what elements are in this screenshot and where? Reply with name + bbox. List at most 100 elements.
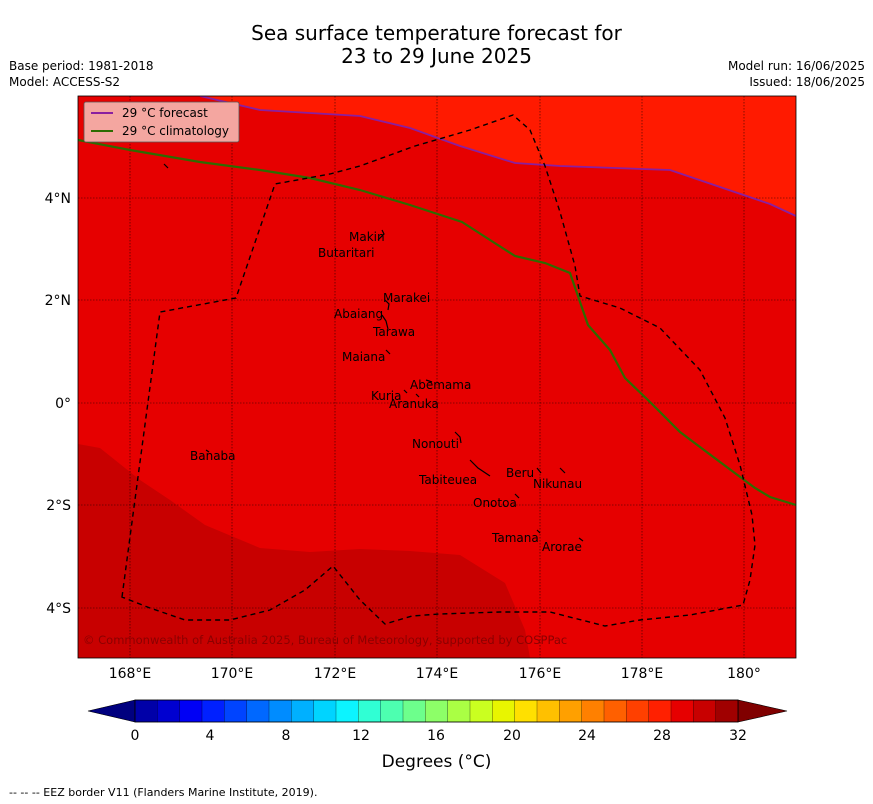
colorbar-swatch [358,699,382,723]
place-label-onotoa: Onotoa [473,496,517,510]
legend-climatology-label: 29 °C climatology [122,124,229,138]
place-labels: Makin Butaritari Marakei Abaiang Tarawa … [190,230,582,554]
colorbar-tick-24: 24 [578,728,596,744]
latitude-ticks: 4°N 2°N 0° 2°S 4°S [45,191,72,617]
colorbar-tick-32: 32 [729,728,747,744]
colorbar-tick-28: 28 [653,728,671,744]
colorbar-swatch [536,699,560,723]
colorbar-swatch [469,699,493,723]
colorbar-swatch [402,699,426,723]
sst-band-mid [78,96,796,658]
model-run: Model run: 16/06/2025 [727,59,865,73]
title-line-1: Sea surface temperature forecast for [251,21,622,45]
colorbar-low-extension [87,699,136,723]
place-label-nikunau: Nikunau [533,477,582,491]
colorbar-tick-0: 0 [131,728,140,744]
colorbar-tick-16: 16 [427,728,445,744]
map-field: Makin Butaritari Marakei Abaiang Tarawa … [78,96,796,658]
colorbar-swatch [715,699,739,723]
colorbar-swatch [447,699,471,723]
colorbar-high-extension [737,699,788,723]
longitude-ticks: 168°E 170°E 172°E 174°E 176°E 178°E 180° [109,666,761,682]
colorbar-swatch [224,699,248,723]
colorbar-swatch [425,699,449,723]
place-label-tarawa: Tarawa [372,325,415,339]
place-label-nonouti: Nonouti [412,437,459,451]
lat-tick-0: 0° [55,396,71,412]
colorbar-swatch [201,699,225,723]
colorbar-swatch [626,699,650,723]
meta-left: Base period: 1981-2018 Model: ACCESS-S2 [9,58,154,90]
colorbar-swatch [514,699,538,723]
place-label-makin: Makin [349,230,385,244]
colorbar-swatch [179,699,203,723]
place-label-beru: Beru [506,466,534,480]
lon-tick-176e: 176°E [519,666,562,682]
base-period: Base period: 1981-2018 [9,59,154,73]
colorbar-swatch [492,699,516,723]
place-label-kuria: Kuria [371,389,402,403]
climatology-29c-contour [78,138,796,507]
lat-tick-4n: 4°N [45,191,71,207]
colorbar-label: Degrees (°C) [381,752,492,772]
place-label-maiana: Maiana [342,350,385,364]
lon-tick-178e: 178°E [621,666,664,682]
map-frame [77,95,797,659]
colorbar-tick-12: 12 [352,728,370,744]
issued-date: Issued: 18/06/2025 [749,75,865,89]
colorbar-frame [134,699,739,723]
colorbar-swatch [313,699,337,723]
eez-border [121,114,756,627]
colorbar-swatch [693,699,717,723]
meta-right: Model run: 16/06/2025 Issued: 18/06/2025 [728,58,865,90]
lat-tick-4s: 4°S [46,601,71,617]
forecast-29c-contour [199,96,796,217]
colorbar-tick-8: 8 [282,728,291,744]
map-legend: 29 °C forecast 29 °C climatology [83,101,240,143]
place-label-banaba: Banaba [190,449,236,463]
lon-tick-180: 180° [727,666,761,682]
legend-forecast-label: 29 °C forecast [122,106,208,120]
lat-tick-2s: 2°S [46,498,71,514]
colorbar-swatches [134,699,739,723]
place-label-arorae: Arorae [542,540,582,554]
colorbar-swatch [380,699,404,723]
graticule [78,96,796,658]
copyright-text: © Commonwealth of Australia 2025, Bureau… [83,633,567,647]
eez-footnote: -- -- -- EEZ border V11 (Flanders Marine… [9,786,318,799]
colorbar-swatch [291,699,315,723]
colorbar-swatch [246,699,270,723]
place-label-marakei: Marakei [383,291,430,305]
colorbar-swatch [157,699,181,723]
colorbar-swatch [335,699,359,723]
lon-tick-172e: 172°E [314,666,357,682]
colorbar-swatch [581,699,605,723]
colorbar-swatch [268,699,292,723]
colorbar-swatch [670,699,694,723]
lon-tick-174e: 174°E [416,666,459,682]
colorbar-tick-20: 20 [503,728,521,744]
colorbar-swatch [648,699,672,723]
place-label-abaiang: Abaiang [334,307,383,321]
island-outlines [163,163,584,542]
colorbar-ticks: 0 4 8 12 16 20 24 28 32 [131,728,747,744]
colorbar: 0 4 8 12 16 20 24 28 32 [87,699,788,744]
lon-tick-168e: 168°E [109,666,152,682]
lat-tick-2n: 2°N [45,293,71,309]
lon-tick-170e: 170°E [211,666,254,682]
place-label-aranuka: Aranuka [389,397,439,411]
colorbar-tick-4: 4 [206,728,215,744]
title-line-2: 23 to 29 June 2025 [341,44,532,68]
place-label-tabiteuea: Tabiteuea [418,473,477,487]
colorbar-swatch [559,699,583,723]
model-name: Model: ACCESS-S2 [9,75,121,89]
map-title: Sea surface temperature forecast for 23 … [0,22,873,68]
sst-band-low [78,444,530,658]
colorbar-swatch [134,699,158,723]
place-label-butaritari: Butaritari [318,246,375,260]
colorbar-swatch [603,699,627,723]
place-label-tamana: Tamana [491,531,539,545]
legend-box [83,101,240,143]
place-label-abemama: Abemama [410,378,471,392]
